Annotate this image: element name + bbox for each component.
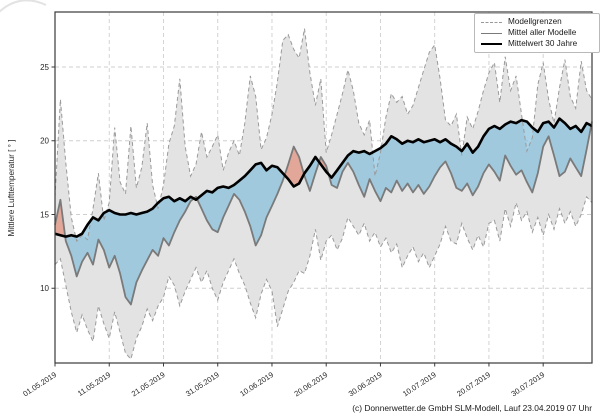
- dashed-line-sample-icon: [481, 21, 502, 23]
- below-normal-fill: [197, 162, 285, 246]
- legend-item-model-mean: Mittel aller Modelle: [481, 28, 595, 39]
- legend-label: Mittelwert 30 Jahre: [508, 38, 578, 48]
- x-axis-tick-label: 11.05.2019: [76, 370, 112, 398]
- legend-item-model-bounds: Modellgrenzen: [481, 17, 595, 28]
- below-normal-fill: [65, 196, 194, 305]
- plot-frame: [54, 11, 593, 364]
- x-axis-tick-label: 20.06.2019: [293, 370, 330, 398]
- legend-label: Mittel aller Modelle: [508, 27, 577, 37]
- legend-item-climate-mean: Mittelwert 30 Jahre: [481, 38, 595, 49]
- legend-label: Modellgrenzen: [508, 17, 562, 27]
- y-axis-tick-label: 10: [40, 284, 49, 293]
- climate-mean-line: [54, 117, 593, 238]
- model-mean-line: [54, 121, 593, 306]
- black-line-sample-icon: [481, 42, 502, 45]
- y-axis-tick-label: 15: [40, 210, 49, 219]
- x-axis-tick-label: 21.05.2019: [130, 370, 167, 398]
- x-axis-tick-label: 31.05.2019: [184, 370, 221, 398]
- y-axis-label: Mittlere Lufttemperatur [ ° ]: [7, 139, 16, 236]
- series-layer: [54, 28, 593, 361]
- y-axis-tick-label: 25: [40, 63, 49, 72]
- model-range-band: [55, 28, 592, 360]
- gray-line-sample-icon: [481, 32, 502, 34]
- x-axis-tick-label: 10.06.2019: [238, 370, 275, 398]
- copyright-caption: (c) Donnerwetter.de GmbH SLM-Modell, Lau…: [352, 403, 592, 413]
- below-normal-fill: [304, 157, 320, 191]
- above-normal-fill: [55, 199, 66, 237]
- x-axis-tick-label: 30.07.2019: [510, 370, 547, 398]
- legend: Modellgrenzen Mittel aller Modelle Mitte…: [474, 13, 600, 53]
- x-axis-tick-label: 01.05.2019: [21, 370, 58, 398]
- model-range-lower-bound-line: [54, 195, 593, 361]
- x-axis-tick-label: 20.07.2019: [455, 370, 492, 398]
- model-range-upper-bound-line: [54, 28, 593, 243]
- corner-artifact: [0, 0, 47, 13]
- x-axis-tick-label: 30.06.2019: [347, 370, 384, 398]
- y-axis-tick-label: 20: [40, 137, 49, 146]
- x-axis-tick-label: 10.07.2019: [401, 370, 438, 398]
- above-normal-fill: [284, 146, 304, 187]
